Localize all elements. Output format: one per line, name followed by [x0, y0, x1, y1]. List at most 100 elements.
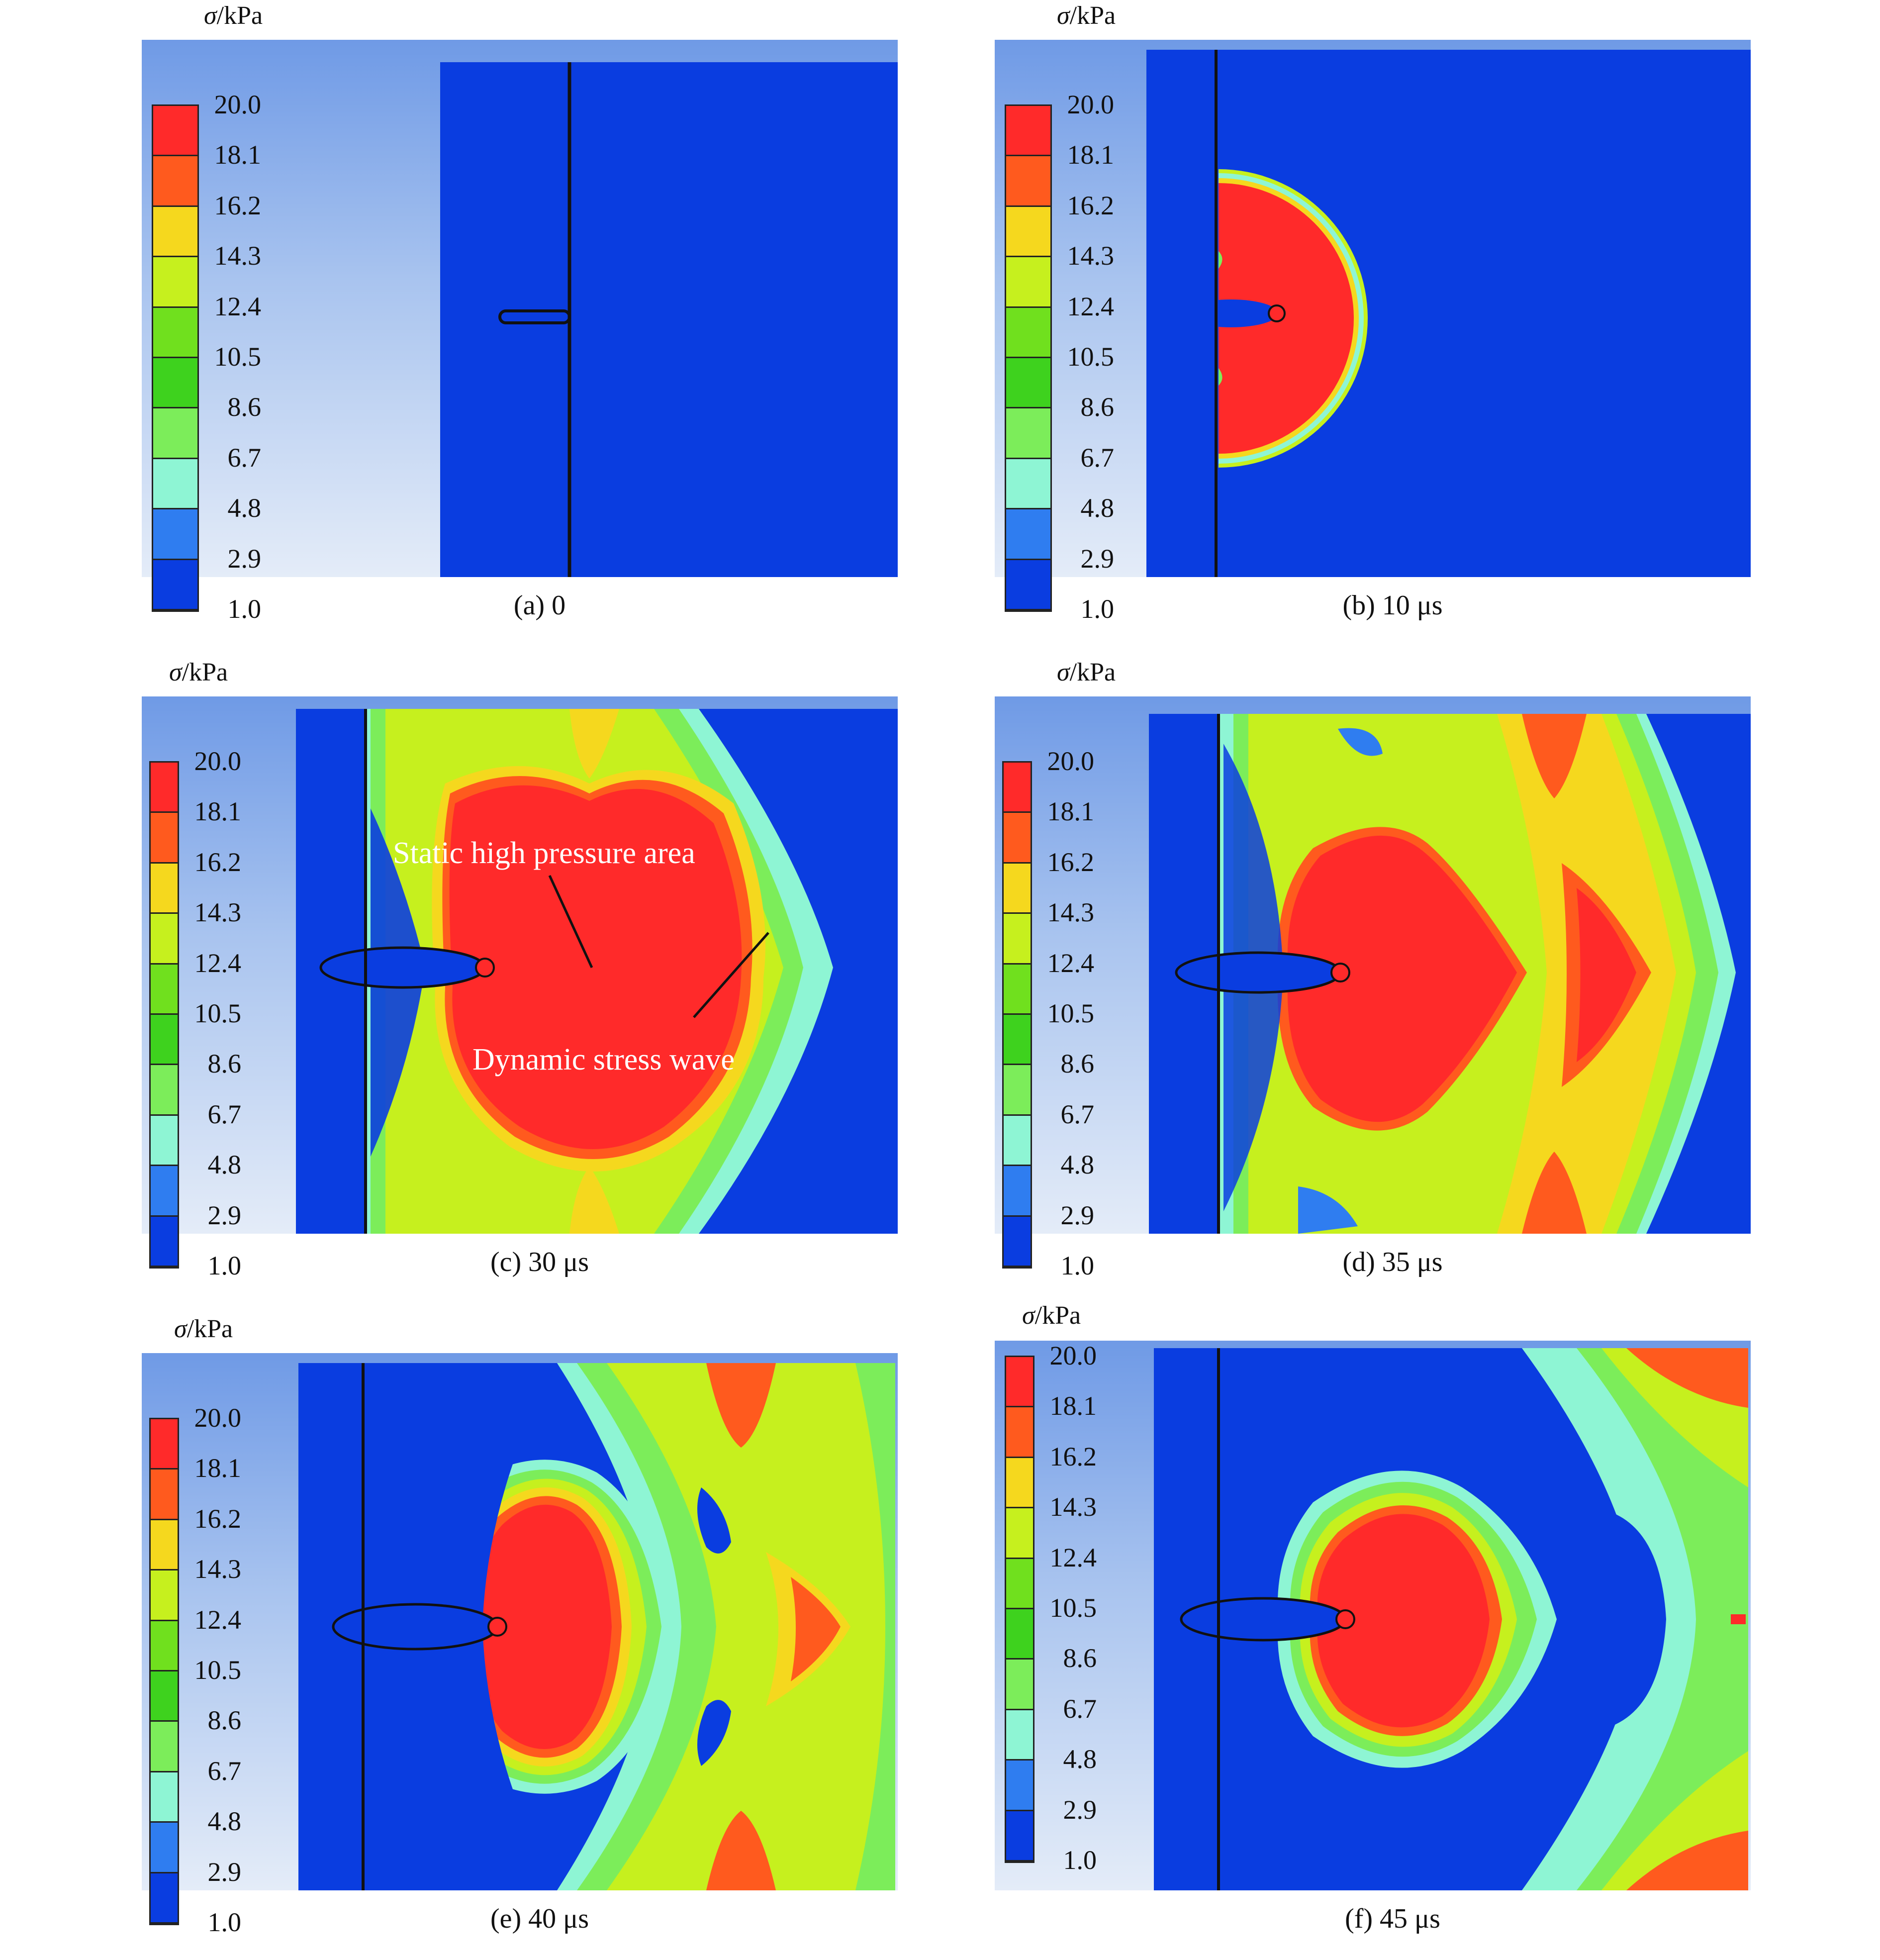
- legend-tick-label: 12.4: [1047, 948, 1095, 978]
- legend-tick-label: 12.4: [1049, 1542, 1097, 1572]
- legend-swatch: [153, 358, 197, 409]
- legend-swatch: [153, 459, 197, 510]
- legend-tick-label: 6.7: [1080, 442, 1115, 473]
- legend-tick-label: 18.1: [1047, 796, 1095, 827]
- legend-unit: σ/kPa: [174, 1315, 233, 1343]
- legend-swatch: [151, 1520, 178, 1571]
- legend-swatch: [1006, 1710, 1033, 1761]
- legend-swatch: [151, 1115, 178, 1167]
- panel-e: σ/kPa: [142, 1313, 918, 1960]
- legend-tick-label: 20.0: [194, 746, 242, 776]
- legend-swatch: [1004, 763, 1031, 813]
- legend-tick-label: 14.3: [194, 897, 242, 928]
- legend-tick-label: 4.8: [1080, 493, 1115, 523]
- panel-caption: (b) 10 μs: [1342, 590, 1443, 621]
- legend-swatch: [1004, 1065, 1031, 1116]
- legend-tick-label: 2.9: [227, 543, 262, 574]
- legend-tick-label: 12.4: [194, 1604, 242, 1635]
- legend-swatch: [151, 1722, 178, 1772]
- legend-swatch: [153, 509, 197, 560]
- panel-frame: 20.0 18.1 16.2 14.3 12.4 10.5 8.6 6.7 4.8 2.9 1.0: [995, 1341, 1751, 1890]
- legend-swatch: [151, 1470, 178, 1520]
- legend-swatch: [151, 1570, 178, 1621]
- legend-tick-label: 10.5: [1067, 342, 1115, 372]
- legend-tick-label: 14.3: [194, 1554, 242, 1584]
- panel-b: σ/kPa 20.0 18.1 16.2 14.3 12.4 10.5 8.6 6.7 4.8 2…: [995, 0, 1771, 647]
- legend-tick-label: 12.4: [194, 948, 242, 978]
- legend-swatch: [1006, 560, 1050, 610]
- legend-swatch: [151, 1166, 178, 1217]
- legend-tick-label: 16.2: [1067, 190, 1115, 220]
- legend-unit: σ/kPa: [204, 1, 263, 30]
- legend-tick-label: 8.6: [1080, 392, 1115, 422]
- legend-swatch: [151, 1065, 178, 1116]
- legend-tick-label: 6.7: [207, 1099, 242, 1129]
- legend-swatch: [1006, 307, 1050, 358]
- legend-unit: σ/kPa: [1057, 1, 1116, 30]
- legend-tick-label: 16.2: [1047, 847, 1095, 877]
- legend-tick-label: 20.0: [1049, 1341, 1097, 1371]
- panel-frame: 20.0 18.1 16.2 14.3 12.4 10.5 8.6 6.7 4.8 2.9 1.0: [142, 40, 898, 624]
- legend-tick-label: 12.4: [1067, 291, 1115, 321]
- legend-swatch: [151, 863, 178, 914]
- legend-swatch: [151, 964, 178, 1015]
- legend-swatch: [151, 1772, 178, 1823]
- legend-swatch: [1004, 1015, 1031, 1066]
- legend-tick-label: 8.6: [227, 392, 262, 422]
- legend-swatch: [1006, 1357, 1033, 1408]
- stress-contour-plot: [1146, 50, 1751, 577]
- legend-tick-label: 4.8: [227, 493, 262, 523]
- legend-swatch: [153, 307, 197, 358]
- legend-tick-label: 4.8: [207, 1806, 242, 1837]
- legend-swatch: [1006, 358, 1050, 409]
- legend-swatch: [1006, 1660, 1033, 1710]
- dynamic-stress-wave-label: Dynamic stress wave: [472, 1043, 735, 1077]
- legend-tick-label: 10.5: [194, 1655, 242, 1685]
- legend-tick-label: 20.0: [1047, 746, 1095, 776]
- legend-swatch: [153, 106, 197, 157]
- legend-swatch: [1004, 964, 1031, 1015]
- legend-tick-label: 2.9: [207, 1200, 242, 1230]
- legend-swatch: [1006, 1508, 1033, 1559]
- legend-tick-label: 16.2: [214, 190, 262, 220]
- static-high-pressure-label: Static high pressure area: [393, 836, 695, 870]
- color-legend: [149, 1418, 179, 1925]
- legend-swatch: [151, 1015, 178, 1066]
- legend-tick-label: 2.9: [207, 1857, 242, 1887]
- legend-swatch: [1006, 408, 1050, 459]
- color-legend: [149, 761, 179, 1269]
- legend-tick-label: 1.0: [1080, 594, 1115, 624]
- legend-swatch: [1004, 813, 1031, 864]
- legend-tick-label: 8.6: [1060, 1049, 1095, 1079]
- legend-tick-label: 10.5: [214, 342, 262, 372]
- legend-swatch: [1004, 1115, 1031, 1167]
- legend-swatch: [1006, 1458, 1033, 1509]
- legend-swatch: [153, 408, 197, 459]
- legend-tick-label: 20.0: [214, 90, 262, 119]
- panel-d: σ/kPa 20.0 18.: [995, 657, 1771, 1303]
- legend-swatch: [151, 1823, 178, 1873]
- legend-swatch: [1004, 863, 1031, 914]
- legend-tick-label: 16.2: [194, 847, 242, 877]
- legend-swatch: [1006, 1761, 1033, 1811]
- legend-swatch: [153, 206, 197, 258]
- legend-swatch: [1006, 1407, 1033, 1458]
- legend-swatch: [1004, 1166, 1031, 1217]
- legend-swatch: [1006, 1811, 1033, 1862]
- legend-tick-label: 1.0: [207, 1907, 242, 1937]
- legend-tick-label: 16.2: [194, 1503, 242, 1534]
- legend-unit: σ/kPa: [1057, 658, 1116, 686]
- color-legend: [1005, 1356, 1034, 1863]
- legend-tick-label: 6.7: [227, 442, 262, 473]
- panel-frame: 20.0 18.1 16.2 14.3 12.4 10.5 8.6 6.7 4.8 2.9 1.0: [142, 1353, 898, 1937]
- panel-caption: (e) 40 μs: [490, 1903, 589, 1934]
- legend-swatch: [151, 914, 178, 965]
- legend-tick-label: 10.5: [1049, 1593, 1097, 1623]
- legend-tick-label: 2.9: [1060, 1200, 1095, 1230]
- legend-tick-label: 18.1: [1049, 1391, 1097, 1421]
- panel-caption: (f) 45 μs: [1345, 1903, 1440, 1934]
- stress-contour-plot: [440, 62, 898, 577]
- panel-f: σ/kPa 20.0 18.: [995, 1301, 1771, 1960]
- legend-swatch: [153, 560, 197, 610]
- legend-tick-label: 8.6: [207, 1049, 242, 1079]
